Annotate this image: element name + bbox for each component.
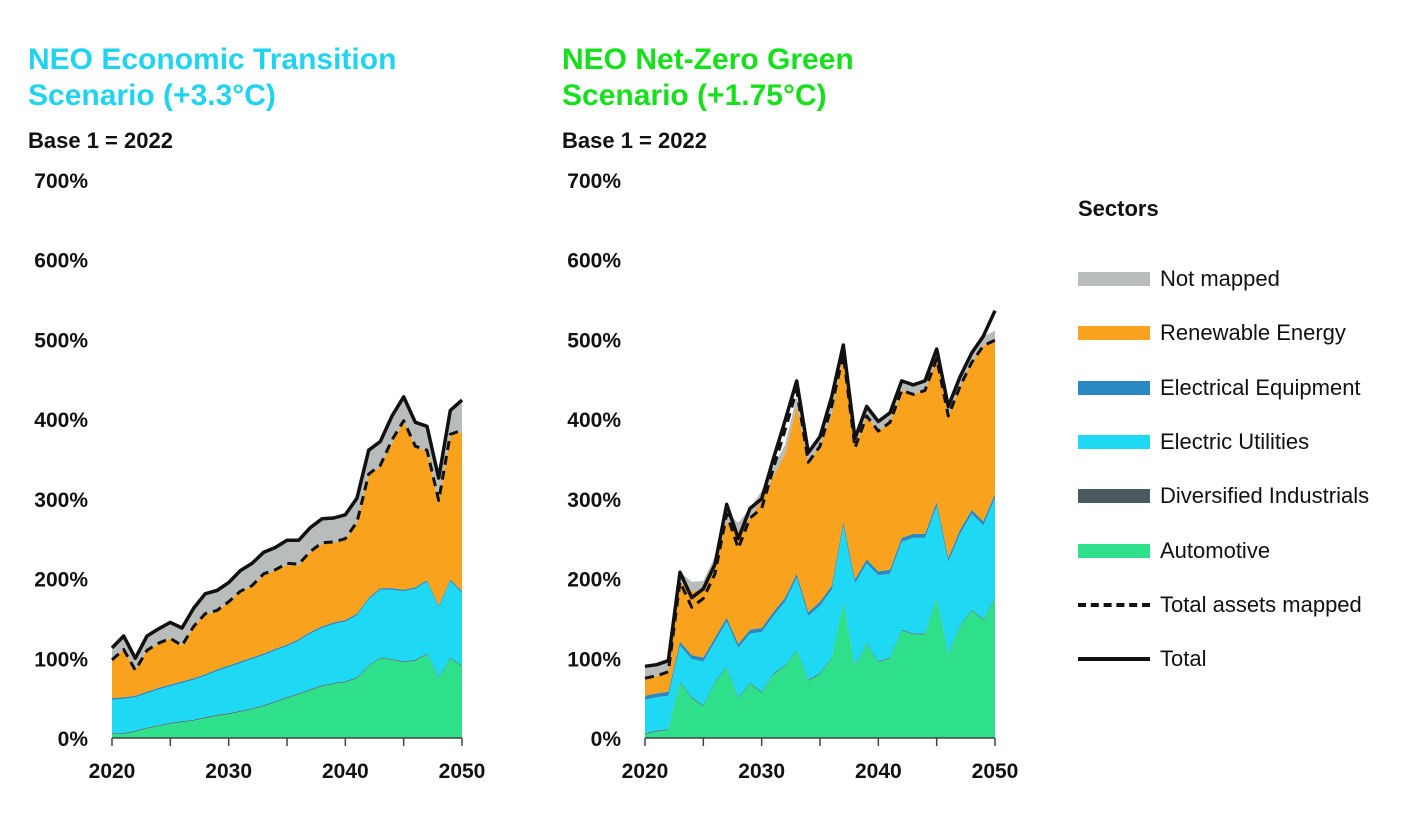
y-tick-label: 300% bbox=[34, 489, 88, 512]
chart-title-left: NEO Economic Transition Scenario (+3.3°C… bbox=[28, 42, 396, 114]
legend-swatch bbox=[1078, 602, 1150, 607]
y-tick-label: 500% bbox=[34, 329, 88, 352]
x-tick-label: 2050 bbox=[972, 760, 1019, 783]
x-tick-label: 2030 bbox=[205, 760, 252, 783]
x-tick-label: 2020 bbox=[89, 760, 136, 783]
legend-label: Diversified Industrials bbox=[1160, 483, 1370, 509]
legend-item-total: Total bbox=[1078, 632, 1369, 686]
chart-subtitle-left: Base 1 = 2022 bbox=[28, 128, 173, 153]
legend-item-electrical-equipment: Electrical Equipment bbox=[1078, 361, 1369, 415]
legend-item-automotive: Automotive bbox=[1078, 523, 1369, 577]
legend: Sectors Not mapped Renewable Energy Electr… bbox=[1078, 196, 1369, 686]
legend-item-not-mapped: Not mapped bbox=[1078, 252, 1369, 306]
legend-item-renewable-energy: Renewable Energy bbox=[1078, 306, 1369, 360]
line-total bbox=[644, 309, 997, 669]
legend-title: Sectors bbox=[1078, 196, 1159, 221]
y-tick-label: 500% bbox=[567, 329, 621, 352]
legend-swatch bbox=[1078, 489, 1150, 504]
legend-label: Automotive bbox=[1160, 537, 1271, 563]
x-tick-label: 2040 bbox=[855, 760, 902, 783]
area-electric-utilities bbox=[112, 581, 462, 734]
legend-swatch bbox=[1078, 657, 1150, 662]
chart-subtitle-right: Base 1 = 2022 bbox=[562, 128, 707, 153]
legend-items: Not mapped Renewable Energy Electrical Equ… bbox=[1078, 252, 1369, 686]
y-tick-label: 300% bbox=[567, 489, 621, 512]
legend-swatch bbox=[1078, 272, 1150, 287]
y-tick-label: 400% bbox=[567, 409, 621, 432]
y-tick-label: 700% bbox=[34, 170, 88, 193]
y-tick-label: 0% bbox=[58, 728, 89, 751]
chart-title-right-line1: NEO Net-Zero Green bbox=[562, 43, 854, 76]
legend-swatch bbox=[1078, 435, 1150, 450]
chart-economic-transition: 0% 100% 200% 300% 400% 500% 600% 700% 2020 2030 20… bbox=[34, 170, 485, 783]
area-diversified-industrials bbox=[645, 597, 995, 734]
line-total-assets-mapped bbox=[644, 338, 996, 680]
area-automotive bbox=[112, 654, 462, 738]
y-tick-label: 400% bbox=[34, 409, 88, 432]
legend-item-diversified-industrials: Diversified Industrials bbox=[1078, 469, 1369, 523]
chart-title-left-line1: NEO Economic Transition bbox=[28, 43, 397, 76]
x-tick-label: 2050 bbox=[439, 760, 486, 783]
line-total bbox=[110, 395, 464, 661]
legend-swatch bbox=[1078, 380, 1150, 395]
x-tick-label: 2040 bbox=[322, 760, 369, 783]
x-tick-label: 2030 bbox=[738, 760, 785, 783]
legend-swatch bbox=[1078, 543, 1150, 558]
chart-title-right-line2: Scenario (+1.75°C) bbox=[562, 79, 827, 112]
area-automotive bbox=[645, 598, 995, 738]
legend-item-total-assets-mapped: Total assets mapped bbox=[1078, 578, 1369, 632]
area-renewable-energy bbox=[645, 340, 995, 696]
legend-label: Total assets mapped bbox=[1160, 591, 1362, 617]
chart-title-left-line2: Scenario (+3.3°C) bbox=[28, 79, 276, 112]
y-tick-label: 100% bbox=[567, 648, 621, 671]
legend-item-electric-utilities: Electric Utilities bbox=[1078, 415, 1369, 469]
legend-label: Not mapped bbox=[1160, 266, 1280, 292]
area-renewable-energy bbox=[112, 422, 462, 699]
area-electric-utilities bbox=[645, 498, 995, 734]
legend-swatch bbox=[1078, 326, 1150, 341]
y-tick-label: 100% bbox=[34, 648, 88, 671]
y-tick-label: 200% bbox=[34, 569, 88, 592]
legend-label: Renewable Energy bbox=[1160, 320, 1346, 346]
line-total-assets-mapped bbox=[111, 419, 463, 672]
y-tick-label: 600% bbox=[567, 250, 621, 273]
chart-net-zero-green: 0% 100% 200% 300% 400% 500% 600% 700% 2020 2030 20… bbox=[567, 170, 1018, 783]
legend-label: Electrical Equipment bbox=[1160, 374, 1361, 400]
x-tick-label: 2020 bbox=[622, 760, 669, 783]
legend-label: Electric Utilities bbox=[1160, 429, 1310, 455]
y-tick-label: 600% bbox=[34, 250, 88, 273]
y-tick-label: 200% bbox=[567, 569, 621, 592]
chart-title-right: NEO Net-Zero Green Scenario (+1.75°C) bbox=[562, 42, 854, 114]
y-tick-label: 0% bbox=[591, 728, 622, 751]
y-tick-label: 700% bbox=[567, 170, 621, 193]
legend-label: Total bbox=[1160, 646, 1207, 672]
